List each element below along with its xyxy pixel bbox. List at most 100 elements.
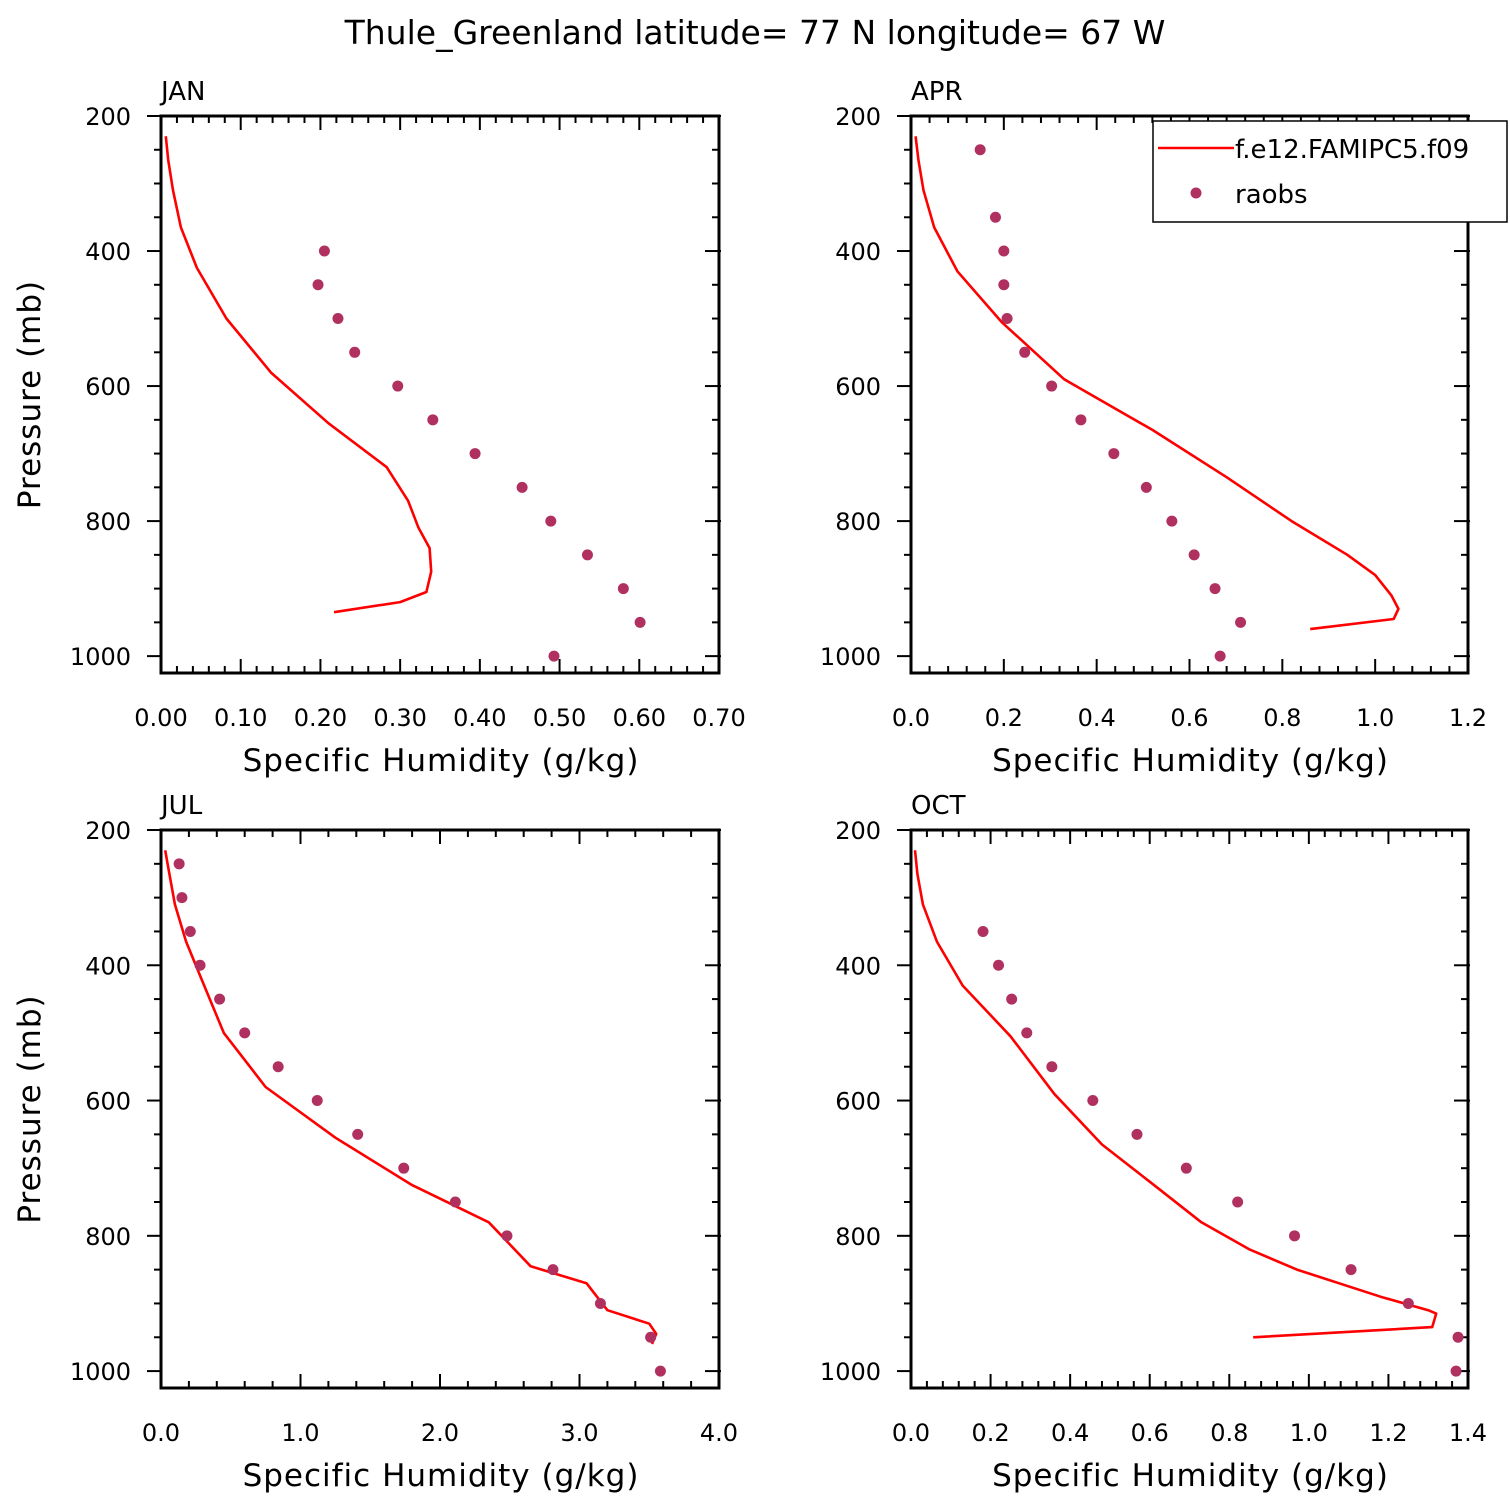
raobs-point [1087,1095,1099,1107]
y-tick-label: 800 [835,508,881,536]
panel-title: JUL [159,791,203,821]
raobs-point [1214,650,1226,662]
plot-frame [159,828,721,1390]
y-tick-label: 800 [835,1223,881,1251]
x-tick-label: 0.8 [1210,1419,1248,1447]
panel-oct: OCT 0.0 0.2 0.4 0.6 0.8 1.0 1.2 1.4 200 400 600 800 1… [820,791,1487,1494]
x-tick-label: 0.70 [692,704,745,732]
panel-title: APR [911,77,963,107]
raobs-point [977,925,989,937]
x-tick-label: 0.40 [453,704,506,732]
legend: f.e12.FAMIPC5.f09 raobs [1152,120,1508,223]
x-axis-label: Specific Humidity (g/kg) [992,1458,1389,1494]
x-tick-label: 2.0 [421,1419,459,1447]
raobs-point [352,1128,364,1140]
legend-dot-swatch [1190,187,1202,199]
raobs-point [1180,1162,1192,1174]
raobs-point [1450,1365,1462,1377]
panel-apr: APR 0.0 0.2 0.4 0.6 0.8 1.0 1.2 200 400 600 800 1000… [820,77,1508,779]
raobs-point [194,959,206,971]
x-tick-label: 0.2 [985,704,1023,732]
panel-jan: JAN 0.00 0.10 0.20 0.30 0.40 0.50 0.60 0.70 200 40… [12,77,746,779]
legend-box [1152,120,1508,223]
figure-title: Thule_Greenland latitude= 77 N longitude… [344,13,1166,52]
raobs-point [501,1230,513,1242]
raobs-point [581,549,593,561]
raobs-point [1289,1230,1301,1242]
y-tick-label: 600 [85,1088,131,1116]
x-tick-label: 0.6 [1170,704,1208,732]
raobs-point [1108,448,1120,460]
series-line-model [914,136,1400,631]
y-tick-label: 200 [85,817,131,845]
raobs-point [1046,380,1058,392]
raobs-point [312,279,324,291]
raobs-point [516,481,528,493]
x-tick-label: 0.2 [971,1419,1009,1447]
series-line-model [163,850,658,1345]
x-tick-label: 0.00 [134,704,187,732]
x-tick-label: 0.60 [613,704,666,732]
y-tick-label: 1000 [70,643,131,671]
x-tick-label: 0.0 [142,1419,180,1447]
x-tick-label: 0.20 [294,704,347,732]
y-tick-label: 600 [835,1088,881,1116]
x-tick-label: 1.2 [1369,1419,1407,1447]
x-tick-label: 1.4 [1449,1419,1487,1447]
raobs-point [1131,1128,1143,1140]
y-tick-label: 1000 [820,1358,881,1386]
raobs-point [1345,1264,1357,1276]
raobs-point [989,211,1001,223]
x-tick-label: 1.0 [281,1419,319,1447]
raobs-point [398,1162,410,1174]
x-tick-label: 0.50 [533,704,586,732]
raobs-point [173,858,185,870]
raobs-point [1021,1027,1033,1039]
raobs-point [1006,993,1018,1005]
x-tick-label: 4.0 [700,1419,738,1447]
raobs-point [548,650,560,662]
raobs-point [272,1061,284,1073]
x-tick-label: 0.0 [892,1419,930,1447]
raobs-point [1140,481,1152,493]
y-tick-label: 1000 [820,643,881,671]
raobs-point [998,245,1010,257]
x-tick-label: 3.0 [560,1419,598,1447]
raobs-point [1166,515,1178,527]
raobs-point [1001,313,1013,325]
raobs-point [1235,616,1247,628]
raobs-point [1188,549,1200,561]
x-tick-label: 0.0 [892,704,930,732]
plot-frame [909,828,1470,1390]
legend-label-raobs: raobs [1235,180,1308,210]
panel-title: OCT [911,791,966,821]
raobs-point [427,414,439,426]
raobs-point [1452,1331,1464,1343]
series-line-model [164,136,433,614]
y-tick-label: 400 [85,952,131,980]
raobs-point [332,313,344,325]
raobs-point [974,144,986,156]
x-tick-label: 0.8 [1263,704,1301,732]
x-tick-label: 1.2 [1449,704,1487,732]
x-tick-label: 1.0 [1356,704,1394,732]
x-tick-label: 1.0 [1290,1419,1328,1447]
y-tick-label: 200 [85,103,131,131]
y-tick-label: 600 [835,373,881,401]
y-tick-label: 400 [835,952,881,980]
y-tick-label: 600 [85,373,131,401]
x-tick-label: 0.4 [1051,1419,1089,1447]
series-line-model [913,850,1438,1339]
y-tick-label: 400 [835,238,881,266]
raobs-point [392,380,404,392]
panel-title: JAN [159,77,205,107]
plot-frame [159,114,721,675]
raobs-point [449,1196,461,1208]
x-tick-label: 0.4 [1078,704,1116,732]
raobs-point [645,1331,657,1343]
x-axis-label: Specific Humidity (g/kg) [992,743,1389,779]
raobs-point [214,993,226,1005]
x-axis-label: Specific Humidity (g/kg) [243,1458,640,1494]
raobs-point [176,892,188,904]
raobs-point [634,616,646,628]
